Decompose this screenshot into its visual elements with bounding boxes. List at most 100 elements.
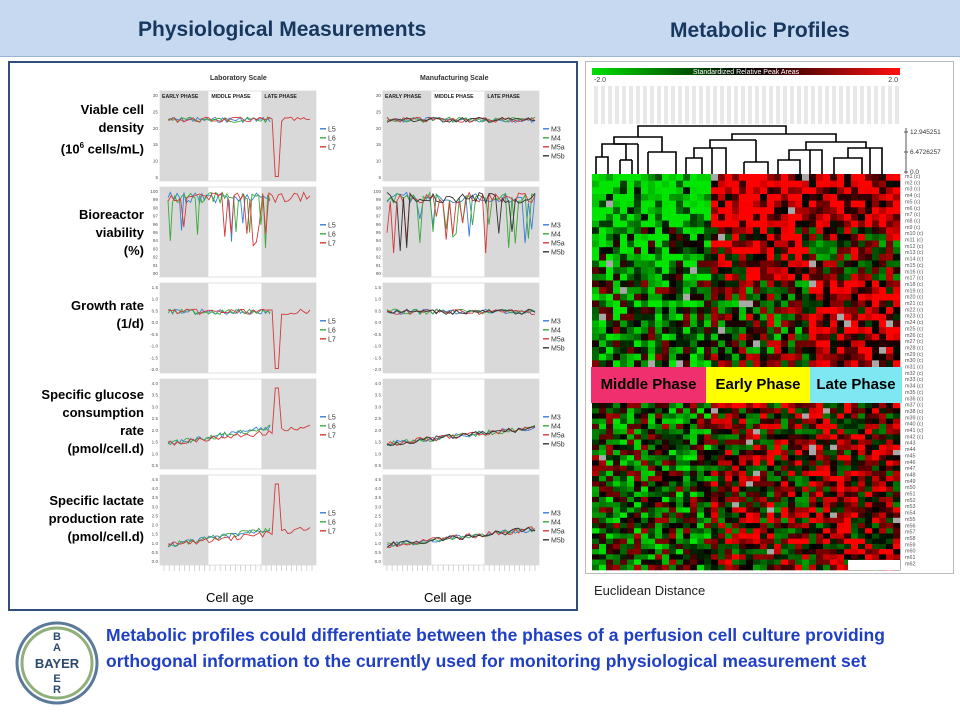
heatmap-cell <box>872 307 880 315</box>
heatmap-cell <box>606 549 614 555</box>
heatmap-cell <box>802 533 810 539</box>
heatmap-cell <box>788 253 796 261</box>
heatmap-cell <box>725 455 733 461</box>
heatmap-cell <box>746 476 754 482</box>
phase-label: MIDDLE PHASE <box>434 94 474 100</box>
heatmap-cell <box>872 240 880 248</box>
y-tick-label: 1.0 <box>375 451 382 456</box>
heatmap-cell <box>655 512 663 519</box>
heatmap-cell <box>669 538 677 545</box>
heatmap-cell <box>893 481 901 487</box>
heatmap-cell <box>823 353 831 361</box>
heatmap-cell <box>872 538 880 545</box>
heatmap-cell <box>858 528 866 534</box>
heatmap-cell <box>613 233 621 241</box>
heatmap-cell <box>865 549 873 555</box>
heatmap-cell <box>711 253 719 261</box>
y-tick-label: -2.0 <box>150 367 158 372</box>
row-label: m15 (c) <box>905 263 923 269</box>
heatmap-cell <box>718 307 726 315</box>
heatmap-cell <box>851 220 859 228</box>
y-tick-label: 92 <box>153 255 159 260</box>
heatmap-cell <box>641 423 649 430</box>
heatmap-cell <box>893 333 901 341</box>
heatmap-cell <box>872 423 880 430</box>
y-tick-label: 2.5 <box>375 513 382 518</box>
heatmap-cell <box>816 476 824 482</box>
heatmap-cell <box>739 320 747 328</box>
heatmap-cell <box>893 491 901 498</box>
heatmap-cell <box>774 444 782 451</box>
heatmap-cell <box>823 403 831 409</box>
heatmap-cell <box>634 465 642 472</box>
heatmap-cell <box>641 340 649 348</box>
heatmap-cell <box>655 423 663 430</box>
heatmap-cell <box>795 347 803 354</box>
y-tick-label: 3.5 <box>152 495 159 500</box>
heatmap-cell <box>599 460 607 466</box>
heatmap-cell <box>676 320 684 328</box>
heatmap-cell <box>788 333 796 341</box>
heatmap-cell <box>837 449 845 456</box>
heatmap-cell <box>641 491 649 498</box>
heatmap-cell <box>676 502 684 508</box>
heatmap-cell <box>599 220 607 228</box>
heatmap-cell <box>704 220 712 228</box>
heatmap-cell <box>690 470 698 477</box>
heatmap-cell <box>613 307 621 315</box>
heatmap-cell <box>627 476 635 482</box>
heatmap-cell <box>893 549 901 555</box>
y-tick-label: 5 <box>378 175 381 180</box>
heatmap-cell <box>711 538 719 545</box>
heatmap-cell <box>851 213 859 221</box>
heatmap-cell <box>648 512 656 519</box>
heatmap-cell <box>795 455 803 461</box>
heatmap-cell <box>641 360 649 368</box>
heatmap-cell <box>648 260 656 268</box>
heatmap-cell <box>879 180 887 188</box>
heatmap-cell <box>830 496 838 503</box>
heatmap-cell <box>746 174 754 181</box>
heatmap-cell <box>725 434 733 440</box>
heatmap-cell <box>816 533 824 539</box>
heatmap-cell <box>627 512 635 519</box>
heatmap-cell <box>655 227 663 235</box>
heatmap-cell <box>711 449 719 456</box>
heatmap-cell <box>851 174 859 181</box>
heatmap-cell <box>662 434 670 440</box>
heatmap-cell <box>760 240 768 248</box>
heatmap-cell <box>886 413 894 419</box>
heatmap-cell <box>662 507 670 513</box>
heatmap-cell <box>858 253 866 261</box>
heatmap-cell <box>781 517 789 524</box>
heatmap-cell <box>823 491 831 498</box>
heatmap-cell <box>599 247 607 255</box>
heatmap-cell <box>872 227 880 235</box>
heatmap-cell <box>781 408 789 414</box>
heatmap-cell <box>655 549 663 555</box>
heatmap-cell <box>774 187 782 195</box>
heatmap-cell <box>746 554 754 560</box>
row-label: m34 (c) <box>905 384 923 390</box>
heatmap-cell <box>844 465 852 472</box>
heatmap-cell <box>851 444 859 451</box>
heatmap-cell <box>606 353 614 361</box>
heatmap-cell <box>669 220 677 228</box>
heatmap-cell <box>865 174 873 181</box>
heatmap-cell <box>683 187 691 195</box>
heatmap-cell <box>662 470 670 477</box>
heatmap-cell <box>606 455 614 461</box>
row-label: m1 (c) <box>905 174 920 180</box>
heatmap-cell <box>753 187 761 195</box>
heatmap-cell <box>711 444 719 451</box>
heatmap-cell <box>641 496 649 503</box>
heatmap-cell <box>830 460 838 466</box>
heatmap-cell <box>690 233 698 241</box>
heatmap-cell <box>760 320 768 328</box>
heatmap-cell <box>823 549 831 555</box>
heatmap-cell <box>690 496 698 503</box>
heatmap-cell <box>655 455 663 461</box>
heatmap-cell <box>760 434 768 440</box>
y-tick-label: 3.5 <box>152 393 159 398</box>
heatmap-cell <box>823 434 831 440</box>
